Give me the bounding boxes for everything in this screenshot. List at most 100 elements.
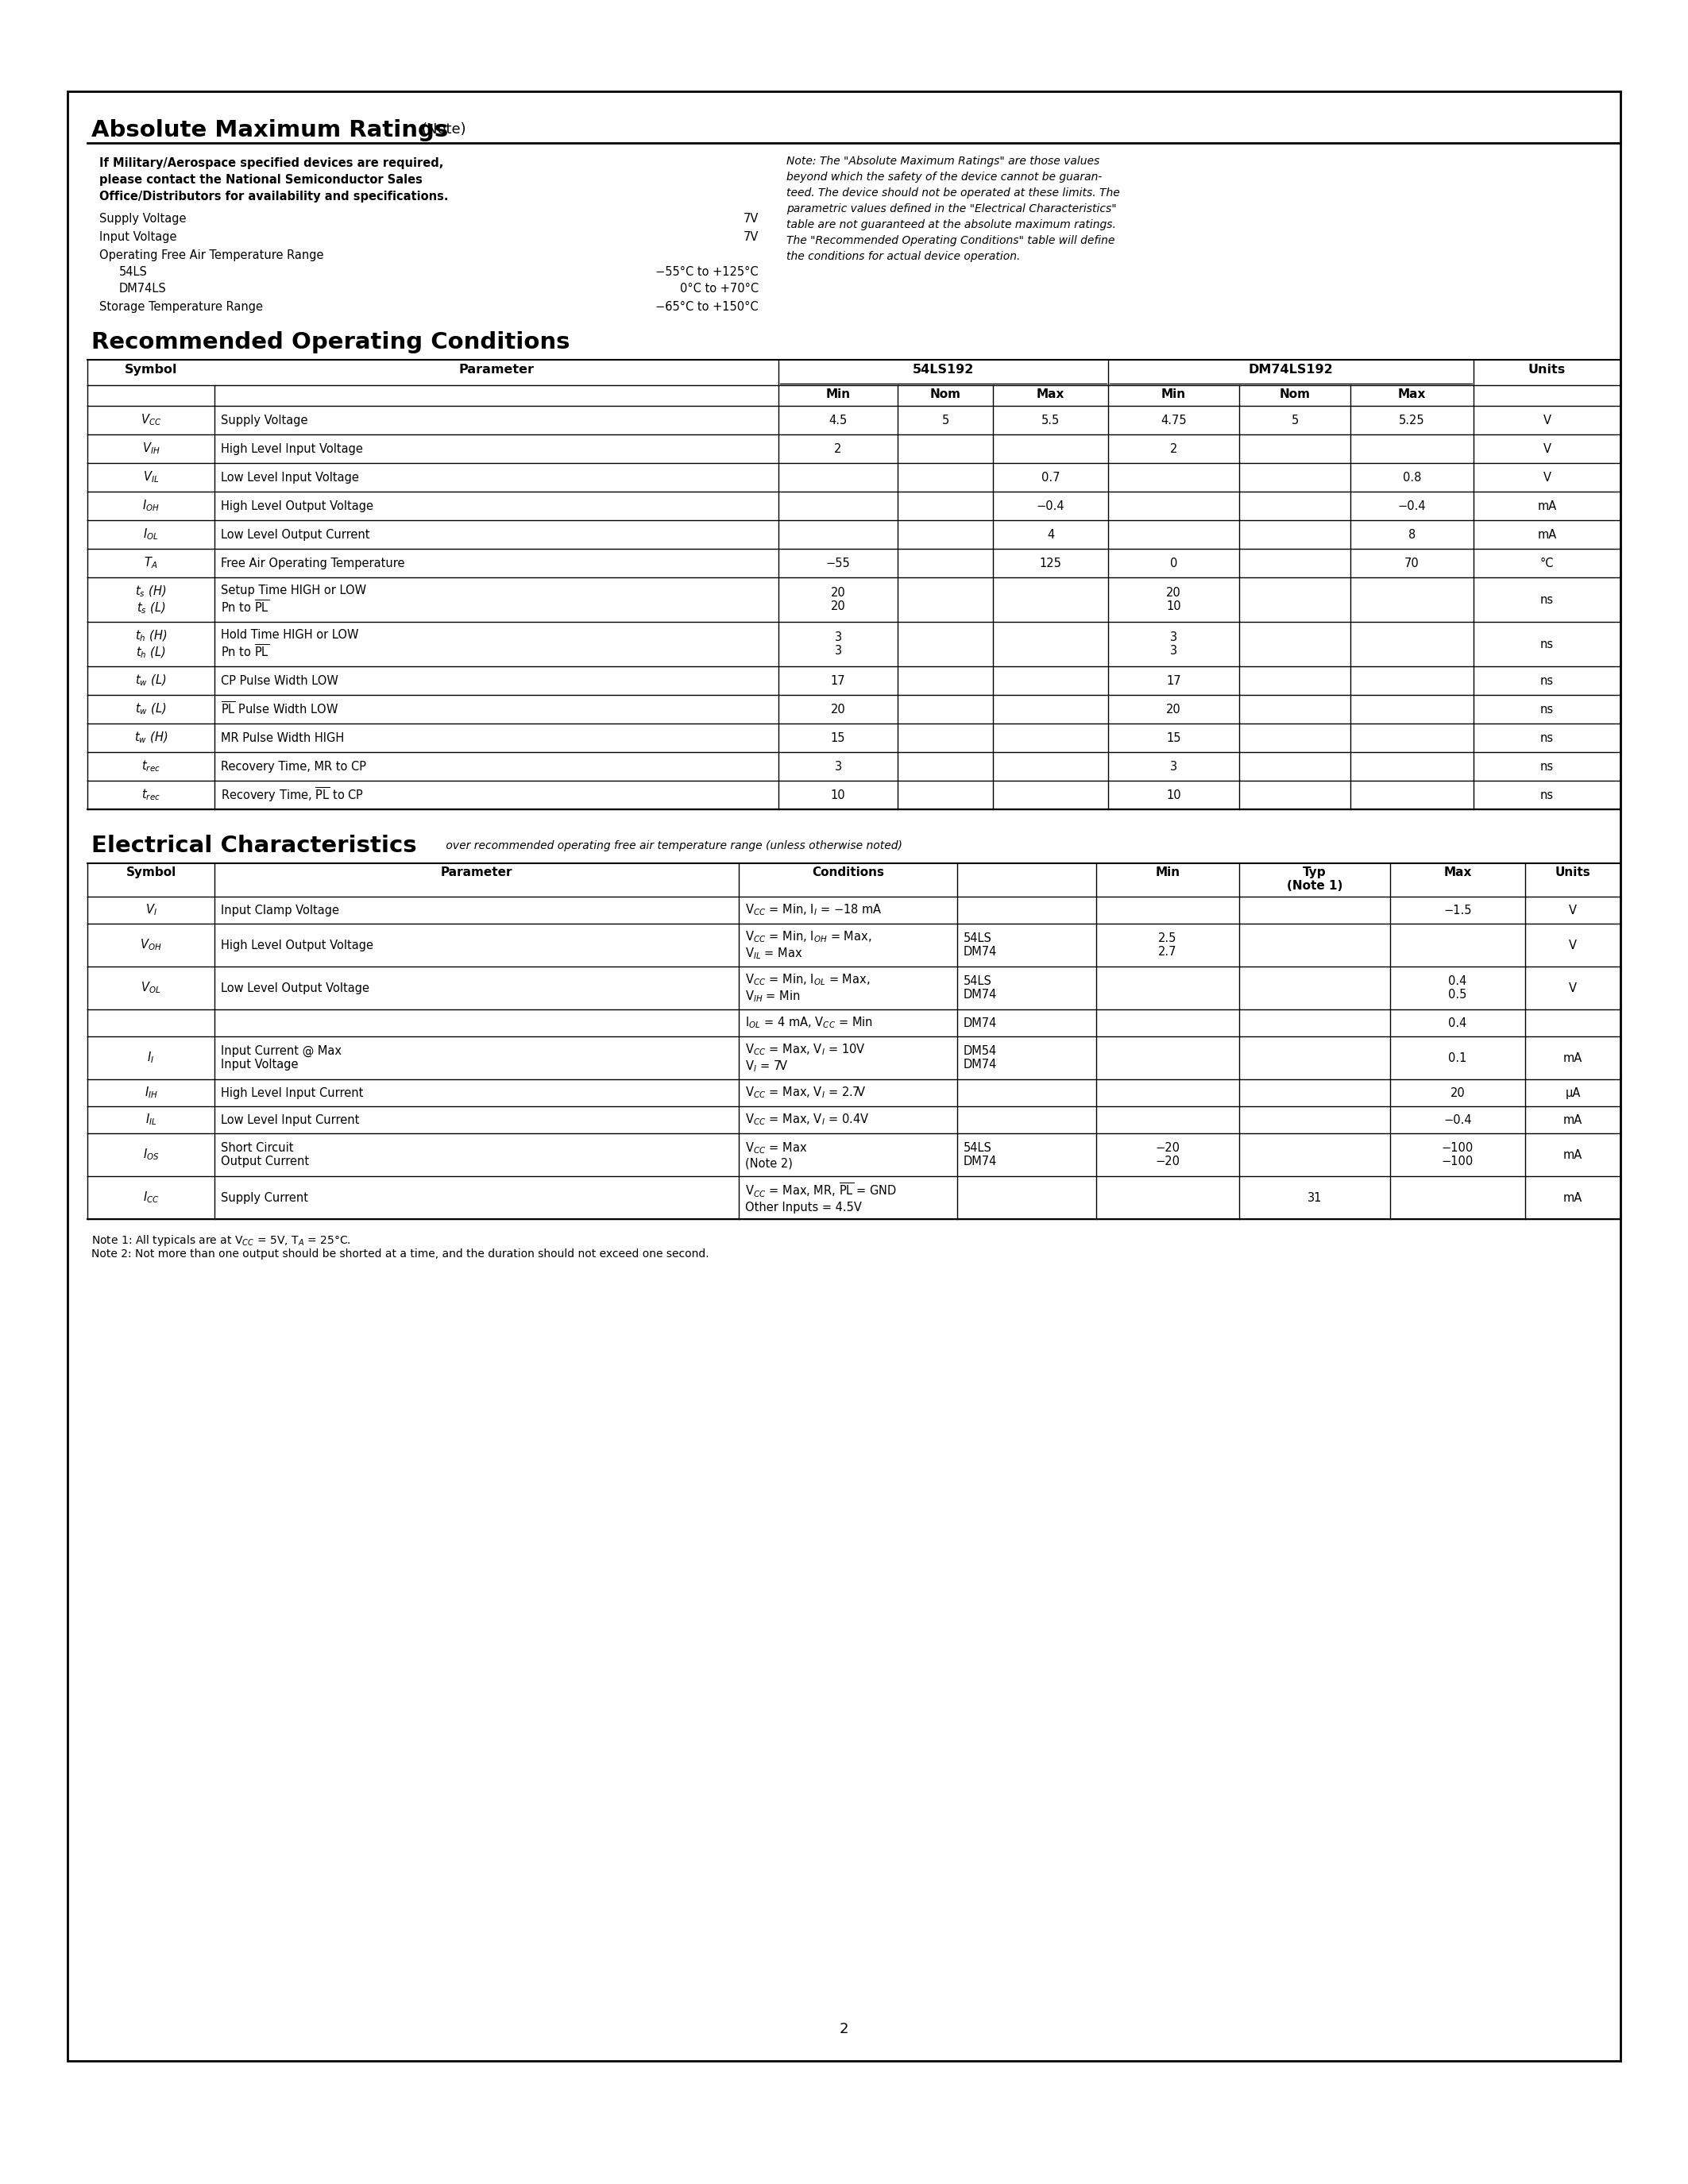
Text: I$_{CC}$: I$_{CC}$ [143,1190,159,1206]
Text: Conditions: Conditions [812,867,885,878]
Text: t$_{rec}$: t$_{rec}$ [142,760,160,773]
Text: 5: 5 [942,415,949,426]
Text: Short Circuit
Output Current: Short Circuit Output Current [221,1142,309,1168]
Text: Min: Min [825,389,851,400]
Text: 3
3: 3 3 [1170,631,1177,657]
Text: CP Pulse Width LOW: CP Pulse Width LOW [221,675,338,686]
Text: 10: 10 [1166,788,1182,802]
Text: Units: Units [1555,867,1590,878]
Text: −55: −55 [825,557,851,570]
Text: the conditions for actual device operation.: the conditions for actual device operati… [787,251,1020,262]
Text: 20: 20 [1166,703,1182,714]
Text: Low Level Input Voltage: Low Level Input Voltage [221,472,360,483]
Text: mA: mA [1538,529,1556,539]
Text: 4.75: 4.75 [1161,415,1187,426]
Text: 0: 0 [1170,557,1178,570]
Text: V$_{CC}$ = Min, I$_I$ = −18 mA: V$_{CC}$ = Min, I$_I$ = −18 mA [744,902,883,917]
Text: V$_{OL}$: V$_{OL}$ [140,981,160,996]
Text: I$_{OL}$: I$_{OL}$ [143,526,159,542]
Text: (Note): (Note) [420,122,466,138]
Text: T$_A$: T$_A$ [143,555,159,570]
Text: V: V [1568,983,1577,994]
Text: 2: 2 [1170,443,1178,454]
Text: Symbol: Symbol [127,867,176,878]
Text: High Level Input Current: High Level Input Current [221,1088,363,1099]
Text: The "Recommended Operating Conditions" table will define: The "Recommended Operating Conditions" t… [787,236,1114,247]
Text: 2: 2 [839,2022,847,2035]
Text: −100
−100: −100 −100 [1442,1142,1474,1168]
Text: Recommended Operating Conditions: Recommended Operating Conditions [91,332,571,354]
Text: 70: 70 [1404,557,1420,570]
Text: V$_{IL}$: V$_{IL}$ [143,470,159,485]
Text: beyond which the safety of the device cannot be guaran-: beyond which the safety of the device ca… [787,173,1102,183]
Text: 3: 3 [834,760,842,773]
Text: High Level Output Voltage: High Level Output Voltage [221,500,373,511]
Text: Setup Time HIGH or LOW
Pn to $\overline{\rm PL}$: Setup Time HIGH or LOW Pn to $\overline{… [221,585,366,616]
Text: Input Current @ Max
Input Voltage: Input Current @ Max Input Voltage [221,1044,341,1070]
Text: V: V [1568,939,1577,950]
Text: V$_{CC}$ = Max, MR, $\overline{\rm PL}$ = GND
Other Inputs = 4.5V: V$_{CC}$ = Max, MR, $\overline{\rm PL}$ … [744,1182,896,1214]
Text: I$_{IH}$: I$_{IH}$ [143,1085,157,1101]
Text: Note: The "Absolute Maximum Ratings" are those values: Note: The "Absolute Maximum Ratings" are… [787,155,1099,166]
Text: 54LS
DM74: 54LS DM74 [964,933,998,959]
Text: 7V: 7V [743,232,758,242]
FancyBboxPatch shape [68,92,1620,2062]
Text: 0.7: 0.7 [1041,472,1060,483]
Text: Office/Distributors for availability and specifications.: Office/Distributors for availability and… [100,190,449,203]
Text: DM54
DM74: DM54 DM74 [964,1044,998,1070]
Text: ns: ns [1539,703,1553,714]
Text: 20: 20 [830,703,846,714]
Text: 17: 17 [1166,675,1182,686]
Text: mA: mA [1563,1114,1582,1125]
Text: t$_s$ (H)
t$_s$ (L): t$_s$ (H) t$_s$ (L) [135,583,167,616]
Text: μA: μA [1565,1088,1580,1099]
Text: 20
20: 20 20 [830,587,846,612]
Text: 54LS192: 54LS192 [913,365,974,376]
Text: Units: Units [1528,365,1566,376]
Text: Min: Min [1161,389,1187,400]
Text: High Level Output Voltage: High Level Output Voltage [221,939,373,950]
Text: 4.5: 4.5 [829,415,847,426]
Text: I$_{OH}$: I$_{OH}$ [142,498,160,513]
Text: Note 2: Not more than one output should be shorted at a time, and the duration s: Note 2: Not more than one output should … [91,1249,709,1260]
Text: ns: ns [1539,675,1553,686]
Text: DM74LS: DM74LS [120,282,167,295]
Text: 0.4: 0.4 [1448,1018,1467,1029]
Text: t$_w$ (H): t$_w$ (H) [133,729,167,745]
Text: −20
−20: −20 −20 [1155,1142,1180,1168]
Text: −0.4: −0.4 [1443,1114,1472,1125]
Text: Note 1: All typicals are at V$_{CC}$ = 5V, T$_A$ = 25°C.: Note 1: All typicals are at V$_{CC}$ = 5… [91,1234,351,1247]
Text: over recommended operating free air temperature range (unless otherwise noted): over recommended operating free air temp… [442,841,903,852]
Text: 10: 10 [830,788,846,802]
Text: 54LS: 54LS [120,266,147,277]
Text: Low Level Input Current: Low Level Input Current [221,1114,360,1125]
Text: 20: 20 [1450,1088,1465,1099]
Text: Storage Temperature Range: Storage Temperature Range [100,301,263,312]
Text: I$_{IL}$: I$_{IL}$ [145,1112,157,1127]
Text: V$_{CC}$ = Max, V$_I$ = 10V
V$_I$ = 7V: V$_{CC}$ = Max, V$_I$ = 10V V$_I$ = 7V [744,1042,866,1075]
Text: Supply Voltage: Supply Voltage [100,212,186,225]
Text: t$_{rec}$: t$_{rec}$ [142,788,160,802]
Text: Low Level Output Current: Low Level Output Current [221,529,370,539]
Text: MR Pulse Width HIGH: MR Pulse Width HIGH [221,732,344,745]
Text: Electrical Characteristics: Electrical Characteristics [91,834,417,856]
Text: Absolute Maximum Ratings: Absolute Maximum Ratings [91,120,449,142]
Text: Min: Min [1155,867,1180,878]
Text: V: V [1543,472,1551,483]
Text: t$_h$ (H)
t$_h$ (L): t$_h$ (H) t$_h$ (L) [135,629,167,660]
Text: If Military/Aerospace specified devices are required,: If Military/Aerospace specified devices … [100,157,444,168]
Text: V$_{CC}$ = Max, V$_I$ = 2.7V: V$_{CC}$ = Max, V$_I$ = 2.7V [744,1085,866,1101]
Text: 31: 31 [1307,1192,1322,1203]
Text: Supply Voltage: Supply Voltage [221,415,307,426]
Text: 3: 3 [1170,760,1177,773]
Text: Max: Max [1443,867,1472,878]
Text: V$_{CC}$ = Max, V$_I$ = 0.4V: V$_{CC}$ = Max, V$_I$ = 0.4V [744,1112,869,1127]
Text: V$_{CC}$ = Max
(Note 2): V$_{CC}$ = Max (Note 2) [744,1140,807,1168]
Text: Parameter: Parameter [441,867,513,878]
Text: table are not guaranteed at the absolute maximum ratings.: table are not guaranteed at the absolute… [787,218,1116,229]
Text: High Level Input Voltage: High Level Input Voltage [221,443,363,454]
Text: t$_w$ (L): t$_w$ (L) [135,673,167,688]
Text: 20
10: 20 10 [1166,587,1182,612]
Text: Supply Current: Supply Current [221,1192,309,1203]
Text: Max: Max [1398,389,1426,400]
